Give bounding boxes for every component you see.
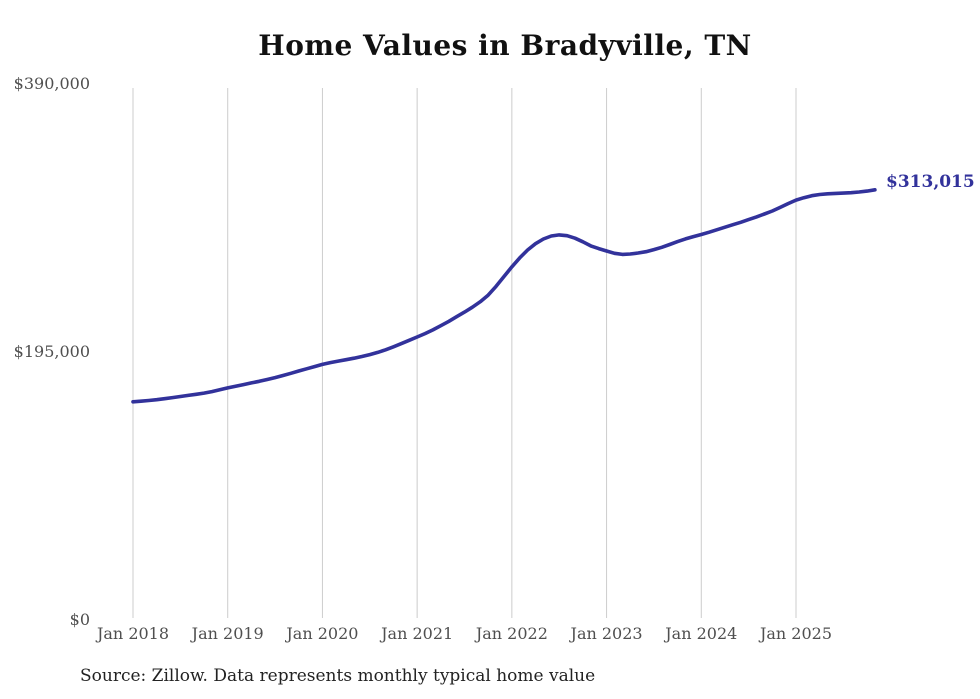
x-axis-tick-jan-2024: Jan 2024: [665, 624, 738, 643]
chart-title: Home Values in Bradyville, TN: [258, 29, 752, 62]
x-axis-tick-jan-2022: Jan 2022: [475, 624, 548, 643]
x-axis-tick-jan-2020: Jan 2020: [286, 624, 359, 643]
x-axis-tick-jan-2023: Jan 2023: [570, 624, 643, 643]
source-note: Source: Zillow. Data represents monthly …: [80, 666, 596, 686]
x-axis-tick-jan-2018: Jan 2018: [96, 624, 170, 643]
home-value-line-series: [131, 188, 877, 404]
x-axis-tick-jan-2021: Jan 2021: [381, 624, 454, 643]
x-axis-tick-jan-2025: Jan 2025: [759, 624, 833, 643]
latest-value-label: $313,015: [886, 172, 975, 192]
y-axis-tick-0: $0: [69, 610, 90, 629]
x-axis-tick-jan-2019: Jan 2019: [191, 624, 264, 643]
y-axis-tick-195000: $195,000: [13, 342, 90, 361]
y-axis-tick-390000: $390,000: [13, 74, 90, 93]
gridlines: [132, 88, 797, 618]
